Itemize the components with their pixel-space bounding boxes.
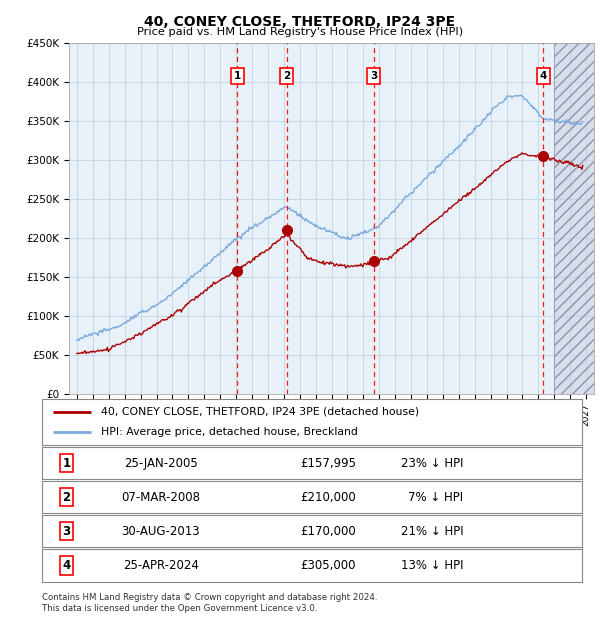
Text: 7% ↓ HPI: 7% ↓ HPI	[408, 491, 463, 503]
Text: 1: 1	[62, 457, 70, 469]
Text: 07-MAR-2008: 07-MAR-2008	[121, 491, 200, 503]
Text: Contains HM Land Registry data © Crown copyright and database right 2024.
This d: Contains HM Land Registry data © Crown c…	[42, 593, 377, 613]
Text: 3: 3	[62, 525, 70, 538]
Text: 2: 2	[62, 491, 70, 503]
Bar	[554, 43, 594, 394]
Text: 25-APR-2024: 25-APR-2024	[123, 559, 199, 572]
Text: 25-JAN-2005: 25-JAN-2005	[124, 457, 197, 469]
Text: 40, CONEY CLOSE, THETFORD, IP24 3PE: 40, CONEY CLOSE, THETFORD, IP24 3PE	[145, 16, 455, 30]
Text: £210,000: £210,000	[301, 491, 356, 503]
Text: £170,000: £170,000	[301, 525, 356, 538]
Text: HPI: Average price, detached house, Breckland: HPI: Average price, detached house, Brec…	[101, 427, 358, 437]
Text: 4: 4	[540, 71, 547, 81]
Text: £157,995: £157,995	[300, 457, 356, 469]
Bar	[554, 43, 594, 394]
Text: Price paid vs. HM Land Registry's House Price Index (HPI): Price paid vs. HM Land Registry's House …	[137, 27, 463, 37]
Text: 13% ↓ HPI: 13% ↓ HPI	[401, 559, 463, 572]
Text: 23% ↓ HPI: 23% ↓ HPI	[401, 457, 463, 469]
Text: 2: 2	[283, 71, 290, 81]
Text: 3: 3	[370, 71, 377, 81]
Text: 40, CONEY CLOSE, THETFORD, IP24 3PE (detached house): 40, CONEY CLOSE, THETFORD, IP24 3PE (det…	[101, 407, 419, 417]
Text: £305,000: £305,000	[301, 559, 356, 572]
Text: 4: 4	[62, 559, 70, 572]
Text: 1: 1	[233, 71, 241, 81]
Text: 21% ↓ HPI: 21% ↓ HPI	[401, 525, 463, 538]
Text: 30-AUG-2013: 30-AUG-2013	[121, 525, 200, 538]
